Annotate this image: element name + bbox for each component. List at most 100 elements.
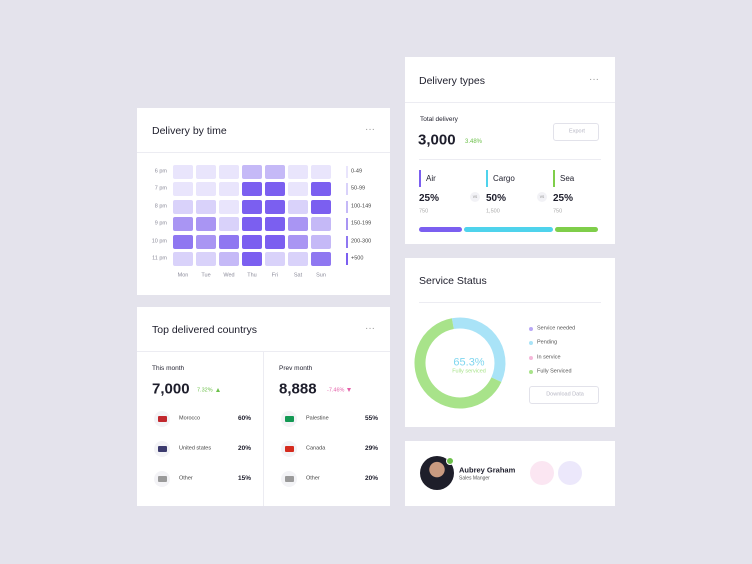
type-bar xyxy=(419,227,463,232)
day-label: Tue xyxy=(201,272,211,279)
flag-icon xyxy=(154,441,170,457)
card: Service Status 65.3% Fully serviced Service… xyxy=(405,258,615,427)
menu-button[interactable]: ··· xyxy=(365,323,375,334)
heat-cell xyxy=(288,199,308,214)
type-marker xyxy=(419,170,421,187)
legend-swatch xyxy=(346,235,348,248)
country-name: Palestine xyxy=(306,415,329,422)
legend-label: +500 xyxy=(351,255,364,262)
heat-cell xyxy=(196,182,216,197)
heat-cell xyxy=(173,199,193,214)
heat-cell xyxy=(265,252,285,266)
legend-label: 0-49 xyxy=(351,168,363,175)
flag-icon xyxy=(281,471,297,487)
heat-cell xyxy=(265,234,285,249)
type-share: 25% xyxy=(553,193,574,204)
download-button[interactable]: Download Data xyxy=(529,386,599,404)
period-total: 8,888 xyxy=(279,380,317,398)
profile-role: Sales Manger xyxy=(459,475,490,482)
donut-segment xyxy=(451,317,506,382)
flag-icon xyxy=(154,471,170,487)
day-label: Mon xyxy=(177,272,189,279)
heat-cell xyxy=(288,182,308,197)
type-bar xyxy=(464,227,553,232)
heat-cell xyxy=(242,234,262,249)
heat-cell xyxy=(242,217,262,232)
legend-label: Pending xyxy=(537,339,558,346)
heat-cell xyxy=(242,199,262,214)
type-bar xyxy=(554,227,598,232)
legend-swatch xyxy=(346,218,348,231)
heat-cell xyxy=(288,234,308,249)
heat-cell xyxy=(242,182,262,197)
type-count: 750 xyxy=(553,208,563,215)
legend-label: 200-300 xyxy=(351,237,372,244)
period-total: 7,000 xyxy=(152,380,190,398)
card: Top delivered countrys ··· This month 7,000… xyxy=(137,307,390,506)
country-share: 29% xyxy=(364,444,378,452)
heat-cell xyxy=(219,234,239,249)
export-button[interactable]: Export xyxy=(553,123,599,141)
day-label: Thu xyxy=(247,272,257,279)
heat-cell xyxy=(311,234,331,249)
vs-label: vs xyxy=(539,193,545,199)
country-name: Other xyxy=(179,475,193,482)
legend-dot xyxy=(529,355,533,360)
period-label: Prev month xyxy=(279,364,313,372)
trend-arrow xyxy=(347,388,351,392)
heat-cell xyxy=(242,165,262,179)
change: 3.48% xyxy=(465,139,483,145)
legend-label: 150-199 xyxy=(351,220,372,227)
flag xyxy=(157,446,167,452)
heat-cell xyxy=(311,199,331,214)
period-label: This month xyxy=(152,364,185,372)
legend-label: In service xyxy=(537,353,561,360)
menu-button[interactable]: ··· xyxy=(589,74,599,85)
heat-cell xyxy=(173,252,193,266)
card: Delivery by time ··· 6 pm 7 pm 8 pm 9 pm 10 pm… xyxy=(137,108,390,295)
type-marker xyxy=(486,170,488,187)
legend-label: Service needed xyxy=(537,325,576,332)
total-label: Total delivery xyxy=(420,115,458,123)
heat-cell xyxy=(311,252,331,266)
day-label: Sat xyxy=(293,272,303,279)
status-dot xyxy=(446,457,454,465)
card-title: Delivery by time xyxy=(152,124,227,137)
donut-center-value: 65.3% xyxy=(453,356,485,369)
heat-cell xyxy=(173,182,193,197)
menu-button[interactable]: ··· xyxy=(365,124,375,135)
card-title: Top delivered countrys xyxy=(152,323,258,336)
country-name: Morocco xyxy=(179,415,201,422)
row-label: 10 pm xyxy=(151,237,167,244)
divider xyxy=(419,302,601,303)
heat-cell xyxy=(196,199,216,214)
country-share: 55% xyxy=(364,414,378,422)
flag xyxy=(157,416,167,422)
card: Delivery types ··· Total delivery 3,000 3.48… xyxy=(405,57,615,244)
donut-segment xyxy=(414,318,502,409)
call-button[interactable] xyxy=(530,461,554,485)
heat-cell xyxy=(242,252,262,266)
type-name: Air xyxy=(426,174,436,183)
heat-cell xyxy=(219,252,239,266)
heat-cell xyxy=(173,234,193,249)
download-label: Download Data xyxy=(546,391,584,398)
flag-icon xyxy=(154,411,170,427)
card: Aubrey Graham Sales Manger xyxy=(405,441,615,506)
legend-label: Fully Serviced xyxy=(537,368,572,375)
type-name: Cargo xyxy=(493,174,515,183)
export-label: Export xyxy=(569,128,585,135)
country-share: 60% xyxy=(237,414,251,422)
chat-button[interactable] xyxy=(558,461,582,485)
total-value: 3,000 xyxy=(418,131,456,149)
legend-dot xyxy=(529,341,533,346)
legend-label: 50-99 xyxy=(351,185,366,192)
divider xyxy=(137,152,390,153)
row-label: 6 pm xyxy=(154,168,167,175)
heat-cell xyxy=(196,217,216,232)
heat-cell xyxy=(288,165,308,179)
card-title: Delivery types xyxy=(419,74,485,87)
heat-cell xyxy=(311,182,331,197)
donut-chart xyxy=(414,317,506,409)
flag xyxy=(284,416,294,422)
